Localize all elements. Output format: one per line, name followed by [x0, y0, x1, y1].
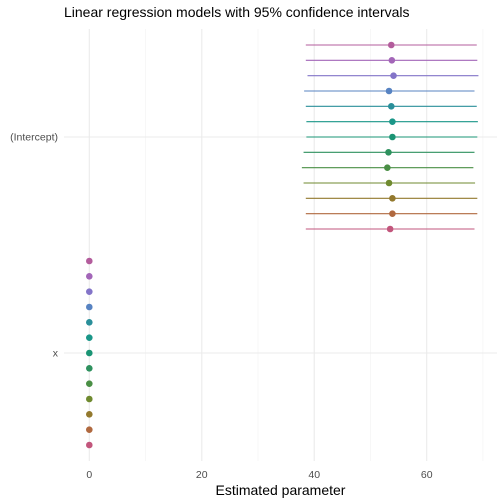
estimate-point: [388, 57, 396, 64]
estimate-point: [389, 210, 396, 217]
estimate-point: [386, 225, 394, 233]
estimate-point: [385, 149, 392, 156]
estimate-point: [387, 103, 395, 110]
estimate-point: [389, 195, 396, 202]
estimate-point: [387, 41, 395, 49]
estimate-point: [385, 87, 393, 95]
chart-title: Linear regression models with 95% confid…: [64, 4, 410, 20]
x-tick-label: 40: [308, 469, 320, 481]
y-tick-label: (Intercept): [10, 132, 58, 144]
estimate-point: [86, 365, 93, 372]
estimate-point: [86, 426, 93, 433]
estimate-point: [385, 179, 393, 187]
estimate-point: [86, 411, 93, 418]
estimate-point: [389, 133, 396, 141]
estimate-point: [86, 303, 93, 311]
estimate-point: [86, 257, 93, 265]
estimate-point: [86, 319, 93, 326]
estimate-point: [86, 395, 93, 403]
estimate-point: [86, 441, 93, 449]
estimate-point: [384, 164, 391, 171]
estimate-point: [389, 118, 396, 125]
y-tick-label: x: [53, 348, 59, 360]
grid-layer: [64, 29, 497, 461]
x-tick-labels: 0 20 40 60: [86, 469, 432, 481]
estimate-point: [390, 72, 397, 79]
estimate-point: [86, 334, 93, 341]
y-tick-labels: (Intercept) x: [10, 132, 59, 360]
estimate-point: [86, 380, 93, 387]
estimate-points-layer: [86, 41, 397, 449]
x-axis-title: Estimated parameter: [216, 482, 346, 498]
estimate-point: [86, 349, 93, 357]
estimate-point: [86, 273, 93, 280]
x-tick-label: 20: [196, 469, 208, 481]
x-tick-label: 60: [421, 469, 433, 481]
estimate-point: [86, 288, 93, 295]
x-tick-label: 0: [86, 469, 92, 481]
